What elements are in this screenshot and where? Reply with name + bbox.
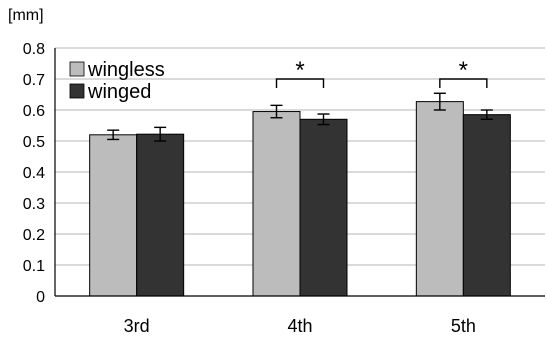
bars (89, 101, 511, 297)
bar-winged-3rd (136, 133, 185, 297)
error-bar-winged-4th (317, 113, 330, 126)
axes (54, 48, 545, 297)
bar-wingless-4th (252, 111, 301, 297)
y-tick-label: 0.1 (23, 258, 45, 275)
y-tick-label: 0.8 (23, 41, 45, 58)
x-tick-label: 4th (287, 316, 312, 336)
y-unit-label: [mm] (8, 7, 44, 24)
y-tick-labels: 0 0.1 0.2 0.3 0.4 0.5 0.6 0.7 0.8 (23, 41, 45, 306)
significance-markers: * * (275, 57, 488, 88)
y-tick-label: 0.7 (23, 72, 45, 89)
error-bar-wingless-3rd (107, 129, 120, 141)
y-tick-label: 0 (36, 289, 45, 306)
legend-label-wingless: wingless (87, 59, 165, 81)
bar-winged-5th (462, 114, 511, 297)
y-tick-label: 0.4 (23, 165, 45, 182)
y-tick-label: 0.3 (23, 196, 45, 213)
y-tick-label: 0.2 (23, 227, 45, 244)
bar-wingless-3rd (89, 134, 138, 297)
significance-star: * (459, 57, 468, 84)
error-bars (107, 92, 493, 142)
bar-winged-4th (299, 118, 348, 297)
bar-wingless-5th (415, 101, 464, 297)
error-bar-winged-3rd (154, 126, 167, 142)
error-bar-winged-5th (480, 109, 493, 121)
y-tick-label: 0.6 (23, 103, 45, 120)
legend-swatch-wingless (69, 61, 85, 77)
x-tick-label: 3rd (124, 316, 150, 336)
legend-label-winged: winged (87, 81, 151, 103)
error-bar-wingless-5th (433, 92, 446, 111)
x-tick-label: 5th (451, 316, 476, 336)
significance-bracket-4th (275, 78, 325, 88)
y-tick-label: 0.5 (23, 134, 45, 151)
error-bar-wingless-4th (270, 104, 283, 119)
legend-swatch-winged (69, 83, 85, 99)
x-tick-labels: 3rd 4th 5th (124, 316, 476, 336)
significance-bracket-5th (439, 78, 488, 88)
significance-star: * (295, 57, 304, 84)
